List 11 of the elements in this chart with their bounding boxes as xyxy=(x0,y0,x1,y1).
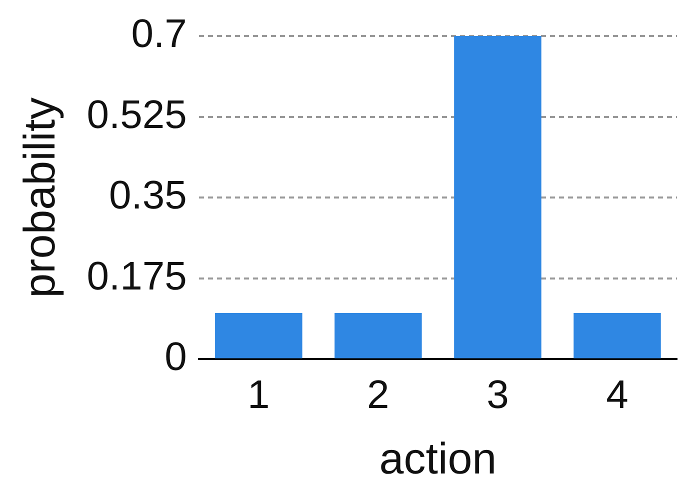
x-tick-label: 1 xyxy=(248,373,270,418)
y-tick-label: 0.7 xyxy=(131,12,187,56)
y-tick-label: 0.35 xyxy=(109,174,187,218)
x-tick-label: 4 xyxy=(606,373,628,418)
y-tick-label: 0.525 xyxy=(86,92,187,137)
x-axis-title: action xyxy=(379,434,497,484)
y-tick-label: 0.175 xyxy=(86,254,187,298)
y-axis-title: probability xyxy=(16,97,65,298)
x-tick-label: 3 xyxy=(486,373,509,418)
y-tick-label: 0 xyxy=(164,335,187,380)
x-tick-label: 2 xyxy=(367,373,390,418)
